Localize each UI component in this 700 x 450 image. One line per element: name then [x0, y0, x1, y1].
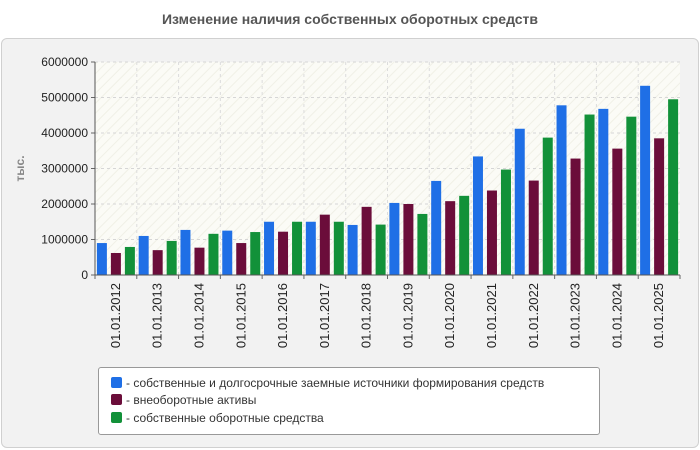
legend-item-series-1[interactable]: - собственные и долгосрочные заемные ист… [111, 375, 544, 391]
bar-s1-01.01.2018[interactable] [347, 224, 358, 275]
bar-s3-01.01.2025[interactable] [668, 99, 679, 276]
x-tick-label: 01.01.2022 [526, 283, 541, 348]
bar-s3-01.01.2017[interactable] [333, 221, 344, 275]
bar-s1-01.01.2014[interactable] [180, 229, 191, 275]
x-tick-label: 01.01.2020 [442, 283, 457, 348]
bar-s2-01.01.2017[interactable] [319, 214, 330, 275]
x-tick-label: 01.01.2015 [233, 283, 248, 348]
bar-s3-01.01.2020[interactable] [459, 195, 470, 275]
x-tick-label: 01.01.2018 [359, 283, 374, 348]
y-tick-label: 3000000 [41, 162, 88, 176]
legend: - собственные и долгосрочные заемные ист… [98, 367, 600, 435]
bar-s2-01.01.2018[interactable] [361, 206, 372, 275]
legend-item-series-3[interactable]: - собственные оборотные средства [111, 410, 324, 426]
x-tick-label: 01.01.2014 [191, 283, 206, 348]
bar-s2-01.01.2025[interactable] [654, 138, 665, 275]
bar-s2-01.01.2024[interactable] [612, 148, 623, 275]
bar-s1-01.01.2019[interactable] [389, 202, 400, 275]
y-tick-label: 4000000 [41, 126, 88, 140]
x-tick-label: 01.01.2019 [400, 283, 415, 348]
y-tick-label: 6000000 [41, 55, 88, 69]
x-tick-label: 01.01.2017 [317, 283, 332, 348]
bar-s2-01.01.2013[interactable] [152, 250, 163, 275]
bar-s3-01.01.2012[interactable] [124, 246, 135, 275]
x-tick-label: 01.01.2023 [568, 283, 583, 348]
bar-s3-01.01.2019[interactable] [417, 213, 428, 275]
legend-swatch-series-2 [111, 394, 122, 405]
bar-s1-01.01.2022[interactable] [514, 128, 525, 275]
bar-s3-01.01.2013[interactable] [166, 240, 177, 275]
bar-s2-01.01.2020[interactable] [445, 201, 456, 275]
y-tick-label: 1000000 [41, 233, 88, 247]
bar-s1-01.01.2025[interactable] [640, 85, 651, 275]
bar-s2-01.01.2023[interactable] [570, 158, 581, 275]
x-tick-label: 01.01.2012 [108, 283, 123, 348]
bar-s1-01.01.2021[interactable] [472, 156, 483, 275]
bar-s1-01.01.2013[interactable] [138, 235, 149, 275]
x-tick-label: 01.01.2021 [484, 283, 499, 348]
bar-s1-01.01.2020[interactable] [431, 180, 442, 275]
bar-s3-01.01.2024[interactable] [626, 116, 637, 275]
x-tick-label: 01.01.2016 [275, 283, 290, 348]
legend-label-series-2: - внеоборотные активы [126, 393, 257, 407]
bar-s2-01.01.2015[interactable] [236, 243, 247, 275]
bar-s3-01.01.2023[interactable] [584, 114, 595, 275]
bar-s1-01.01.2024[interactable] [598, 108, 609, 275]
y-tick-label: 5000000 [41, 91, 88, 105]
legend-swatch-series-1 [111, 377, 122, 388]
bar-s1-01.01.2023[interactable] [556, 105, 567, 275]
bar-s1-01.01.2016[interactable] [264, 221, 275, 275]
chart-title: Изменение наличия собственных оборотных … [161, 11, 539, 27]
x-tick-label: 01.01.2013 [150, 283, 165, 348]
bar-s3-01.01.2014[interactable] [208, 233, 219, 275]
bar-s1-01.01.2017[interactable] [305, 221, 316, 275]
bar-s3-01.01.2016[interactable] [292, 221, 303, 275]
y-tick-label: 2000000 [41, 197, 88, 211]
y-tick-label: 0 [81, 268, 88, 282]
legend-label-series-3: - собственные оборотные средства [126, 411, 324, 425]
bar-s2-01.01.2019[interactable] [403, 204, 414, 275]
bar-s1-01.01.2012[interactable] [96, 243, 107, 275]
x-tick-label: 01.01.2024 [609, 283, 624, 348]
bar-s3-01.01.2022[interactable] [542, 137, 553, 275]
bar-s1-01.01.2015[interactable] [222, 230, 233, 275]
bar-s2-01.01.2016[interactable] [278, 231, 289, 275]
legend-swatch-series-3 [111, 412, 122, 423]
legend-label-series-1: - собственные и долгосрочные заемные ист… [126, 376, 545, 390]
y-axis-label: тыс. [13, 155, 27, 181]
bar-s2-01.01.2022[interactable] [528, 180, 539, 275]
x-tick-label: 01.01.2025 [651, 283, 666, 348]
bar-s2-01.01.2012[interactable] [110, 252, 121, 275]
bar-s3-01.01.2018[interactable] [375, 224, 386, 275]
bar-s3-01.01.2015[interactable] [250, 232, 261, 275]
bar-s2-01.01.2021[interactable] [486, 190, 497, 275]
legend-item-series-2[interactable]: - внеоборотные активы [111, 392, 256, 408]
bar-s2-01.01.2014[interactable] [194, 247, 205, 275]
bar-s3-01.01.2021[interactable] [500, 169, 511, 275]
